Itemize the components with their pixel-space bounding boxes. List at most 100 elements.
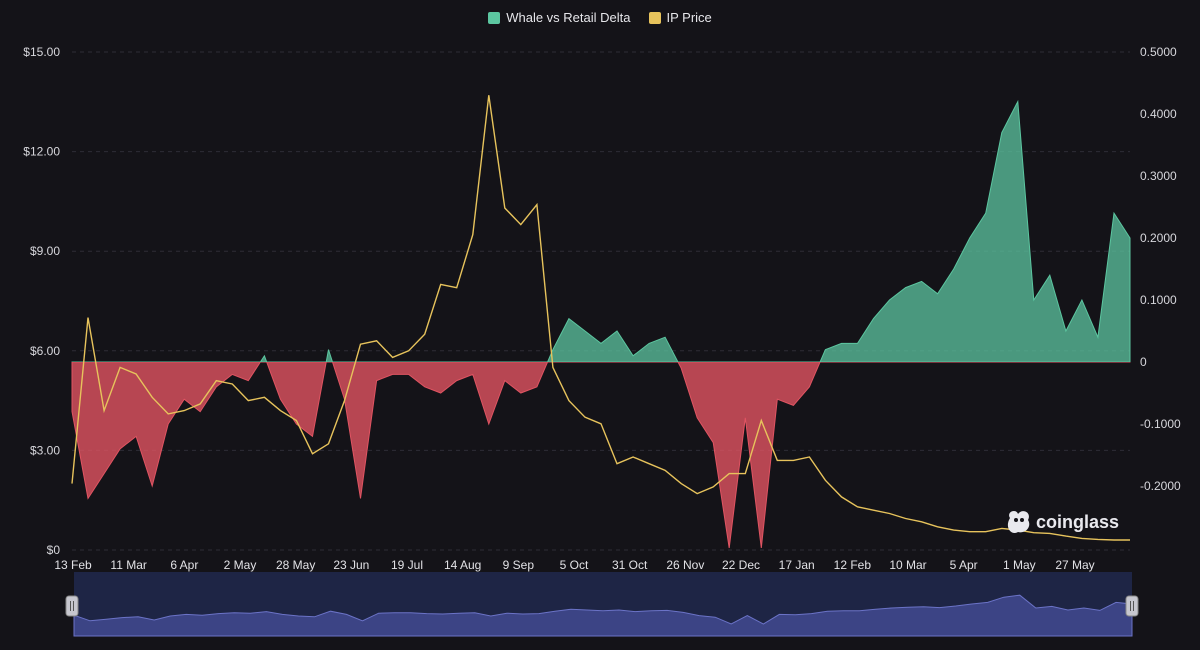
delta-point	[1081, 299, 1083, 301]
legend-item-price[interactable]: IP Price	[648, 10, 712, 25]
delta-point	[103, 473, 105, 475]
legend-swatch-price	[648, 11, 661, 24]
delta-point	[745, 417, 747, 419]
price-point	[664, 470, 666, 472]
delta-point	[969, 237, 971, 239]
delta-point	[424, 386, 426, 388]
price-line-group	[71, 94, 1130, 541]
delta-point	[584, 330, 586, 332]
delta-point	[1049, 274, 1051, 276]
price-point	[312, 453, 314, 455]
price-point	[392, 357, 394, 359]
price-point	[953, 529, 955, 531]
price-point	[167, 413, 169, 415]
price-point	[857, 506, 859, 508]
delta-point	[1065, 330, 1067, 332]
y-right-tick-label: 0.2000	[1140, 231, 1177, 245]
price-point	[520, 224, 522, 226]
delta-point	[664, 336, 666, 338]
price-point	[71, 483, 73, 485]
delta-point	[440, 392, 442, 394]
y-right-tick-label: 0.4000	[1140, 107, 1177, 121]
y-left-tick-label: $15.00	[23, 45, 60, 59]
delta-point	[1097, 336, 1099, 338]
delta-point	[119, 448, 121, 450]
navigator-handle-left[interactable]	[65, 595, 79, 617]
price-point	[568, 400, 570, 402]
y-left-tick-label: $0	[47, 543, 61, 557]
delta-point	[552, 349, 554, 351]
price-point	[937, 526, 939, 528]
watermark-text: coinglass	[1036, 512, 1119, 532]
delta-point	[937, 293, 939, 295]
delta-point	[87, 498, 89, 500]
price-point	[232, 383, 234, 385]
x-tick-label: 27 May	[1055, 558, 1094, 572]
price-point	[328, 443, 330, 445]
y-right-tick-label: -0.2000	[1140, 479, 1181, 493]
price-point	[488, 94, 490, 96]
y-right-tick-label: 0.1000	[1140, 293, 1177, 307]
delta-point	[360, 498, 362, 500]
price-point	[680, 483, 682, 485]
y-left-tick-label: $12.00	[23, 145, 60, 159]
price-point	[264, 397, 266, 399]
price-point	[456, 287, 458, 289]
y-right-tick-label: -0.1000	[1140, 417, 1181, 431]
price-point	[728, 473, 730, 475]
range-navigator[interactable]	[65, 572, 1139, 637]
delta-point	[520, 392, 522, 394]
price-point	[777, 460, 779, 462]
delta-point	[873, 318, 875, 320]
delta-point	[1017, 101, 1019, 103]
price-point	[921, 521, 923, 523]
price-point	[424, 333, 426, 335]
delta-point	[600, 343, 602, 345]
x-tick-label: 17 Jan	[779, 558, 815, 572]
delta-point	[632, 355, 634, 357]
x-tick-label: 31 Oct	[612, 558, 648, 572]
y-axis-left: $0 $3.00 $6.00 $9.00 $12.00 $15.00	[23, 45, 60, 557]
delta-point	[151, 485, 153, 487]
y-right-tick-label: 0.5000	[1140, 45, 1177, 59]
price-point	[280, 410, 282, 412]
delta-point	[248, 380, 250, 382]
price-point	[600, 423, 602, 425]
delta-point	[1001, 132, 1003, 134]
legend: Whale vs Retail Delta IP Price	[0, 10, 1200, 25]
x-tick-label: 26 Nov	[666, 558, 704, 572]
y-left-tick-label: $9.00	[30, 244, 60, 258]
delta-point	[712, 442, 714, 444]
price-point	[552, 367, 554, 369]
legend-item-delta[interactable]: Whale vs Retail Delta	[488, 10, 631, 25]
price-point	[761, 420, 763, 422]
delta-point	[312, 436, 314, 438]
price-point	[440, 284, 442, 286]
price-point	[696, 493, 698, 495]
y-left-tick-label: $3.00	[30, 443, 60, 457]
x-tick-label: 5 Apr	[950, 558, 978, 572]
price-point	[905, 518, 907, 520]
y-axis-right: 0.5000 0.4000 0.3000 0.2000 0.1000 0 -0.1000 -0…	[1140, 45, 1181, 493]
price-point	[616, 463, 618, 465]
delta-point	[167, 423, 169, 425]
delta-point	[825, 349, 827, 351]
price-point	[985, 531, 987, 533]
price-point	[632, 456, 634, 458]
delta-point	[536, 386, 538, 388]
delta-point	[777, 398, 779, 400]
x-tick-label: 12 Feb	[834, 558, 872, 572]
price-point	[103, 410, 105, 412]
delta-negative-area	[71, 362, 1131, 549]
delta-point	[232, 374, 234, 376]
x-axis: 13 Feb 11 Mar 6 Apr 2 May 28 May 23 Jun 19 Jul…	[54, 558, 1094, 572]
watermark: coinglass	[1007, 511, 1119, 534]
x-tick-label: 28 May	[276, 558, 315, 572]
price-point	[248, 400, 250, 402]
delta-point	[216, 386, 218, 388]
delta-point	[1033, 299, 1035, 301]
x-tick-label: 13 Feb	[54, 558, 92, 572]
delta-point	[1129, 237, 1131, 239]
navigator-handle-right[interactable]	[1125, 595, 1139, 617]
